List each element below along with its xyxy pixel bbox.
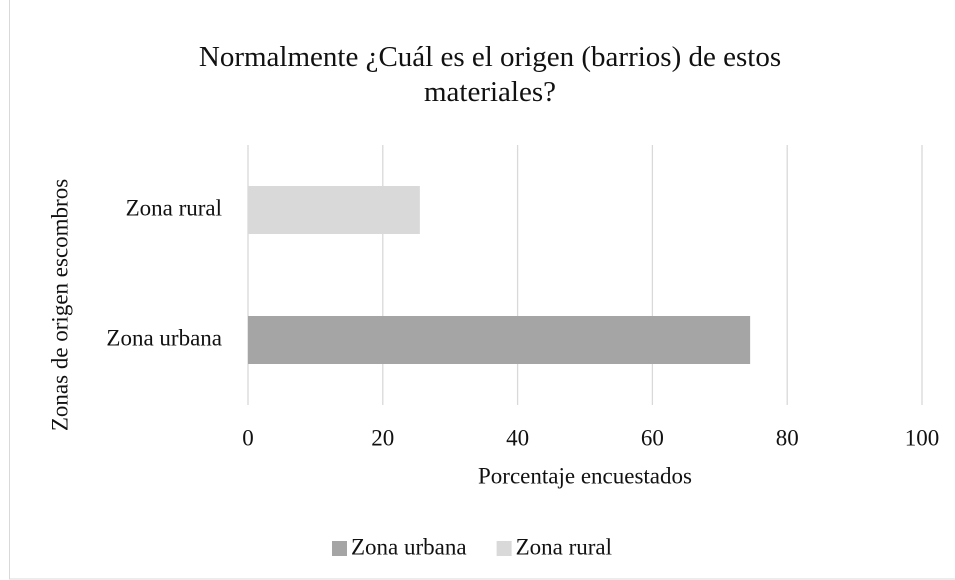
x-tick-label: 40 xyxy=(506,425,529,450)
y-tick-label: Zona urbana xyxy=(106,325,222,350)
bar xyxy=(248,316,751,364)
x-tick-label: 100 xyxy=(905,425,940,450)
x-tick-label: 80 xyxy=(776,425,799,450)
x-tick-label: 60 xyxy=(641,425,664,450)
x-tick-label: 20 xyxy=(371,425,394,450)
y-tick-label: Zona rural xyxy=(126,195,222,220)
legend-swatch xyxy=(332,541,347,556)
chart-title: Normalmente ¿Cuál es el origen (barrios)… xyxy=(198,41,782,108)
y-axis-label: Zonas de origen escombros xyxy=(47,179,72,431)
x-tick-label: 0 xyxy=(242,425,254,450)
x-axis-label: Porcentaje encuestados xyxy=(478,463,692,488)
legend-label: Zona rural xyxy=(516,534,612,559)
bar xyxy=(248,186,420,234)
legend-label: Zona urbana xyxy=(351,534,467,559)
legend-swatch xyxy=(496,541,512,556)
chart-border xyxy=(9,0,955,580)
